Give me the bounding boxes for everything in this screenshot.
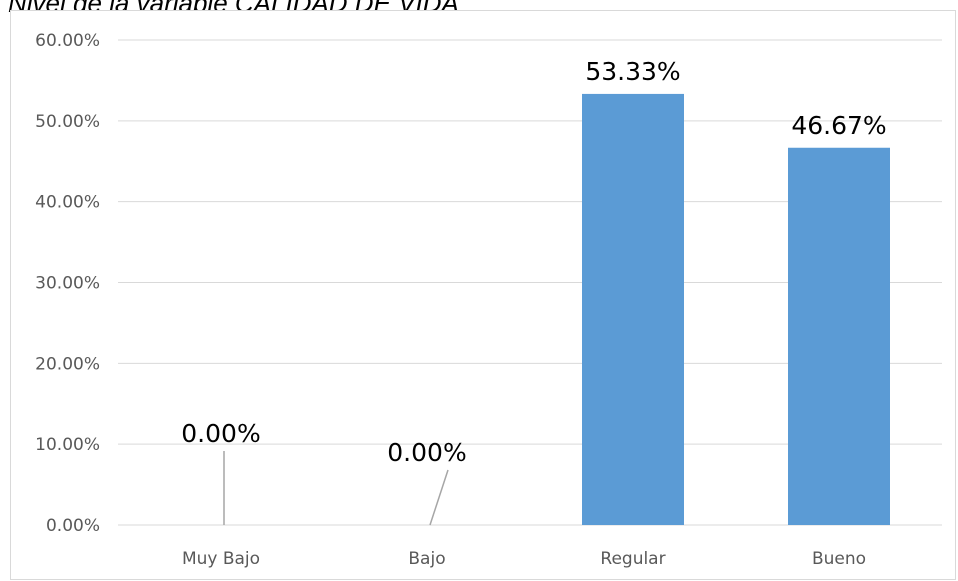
data-label: 53.33% (585, 57, 680, 86)
x-axis-ticks: Muy Bajo Bajo Regular Bueno (182, 549, 866, 569)
bar-regular (582, 93, 684, 525)
x-tick-label: Bajo (408, 549, 445, 569)
y-tick-label: 10.00% (35, 435, 100, 455)
y-tick-label: 0.00% (46, 516, 100, 536)
y-tick-label: 20.00% (35, 354, 100, 374)
x-tick-label: Bueno (812, 549, 866, 569)
data-label: 0.00% (387, 438, 466, 467)
data-label: 46.67% (791, 111, 886, 140)
data-label: 0.00% (181, 419, 260, 448)
x-tick-label: Regular (600, 549, 665, 569)
y-axis-ticks: 0.00% 10.00% 20.00% 30.00% 40.00% 50.00% 60.00… (35, 31, 100, 536)
data-labels: 53.33% 46.67% 0.00% 0.00% (181, 57, 887, 526)
y-tick-label: 30.00% (35, 274, 100, 294)
bar-bueno (788, 147, 890, 525)
y-tick-label: 50.00% (35, 112, 100, 132)
y-tick-label: 60.00% (35, 31, 100, 51)
bars (582, 93, 890, 525)
leader-line (429, 469, 449, 526)
x-tick-label: Muy Bajo (182, 549, 260, 569)
y-tick-label: 40.00% (35, 193, 100, 213)
